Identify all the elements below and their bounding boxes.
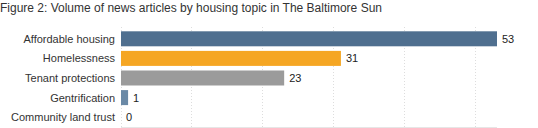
bar <box>121 90 128 105</box>
category-label: Affordable housing <box>23 33 115 45</box>
chart-container: Figure 2: Volume of news articles by hou… <box>0 0 538 128</box>
category-label: Tenant protections <box>25 72 115 84</box>
bar <box>121 31 497 46</box>
title: Figure 2: Volume of news articles by hou… <box>0 1 382 15</box>
bar <box>121 51 341 66</box>
data-label: 23 <box>289 72 301 84</box>
bar <box>121 71 284 86</box>
category-label: Community land trust <box>11 111 115 123</box>
data-label: 53 <box>502 33 514 45</box>
data-label: 31 <box>346 52 358 64</box>
labels: Affordable housing 53 Homelessness 31 Tenant… <box>11 33 514 123</box>
axis-line <box>121 127 497 128</box>
data-label: 0 <box>126 111 132 123</box>
category-label: Gentrification <box>50 92 115 104</box>
data-label: 1 <box>133 92 139 104</box>
chart-svg: Figure 2: Volume of news articles by hou… <box>0 0 538 128</box>
category-label: Homelessness <box>43 52 116 64</box>
bars <box>121 31 497 105</box>
bar <box>121 110 122 125</box>
